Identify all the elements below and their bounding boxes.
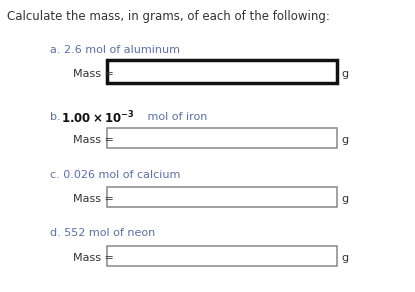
- Bar: [107, 187, 337, 207]
- Text: Mass =: Mass =: [73, 69, 113, 79]
- Text: Mass =: Mass =: [73, 194, 113, 204]
- Text: a. 2.6 mol of aluminum: a. 2.6 mol of aluminum: [50, 45, 180, 55]
- Text: $\mathbf{1.00 \times 10^{-3}}$: $\mathbf{1.00 \times 10^{-3}}$: [61, 110, 134, 127]
- Text: g: g: [341, 69, 348, 79]
- Text: g: g: [341, 253, 348, 263]
- Text: Mass =: Mass =: [73, 135, 113, 145]
- Text: g: g: [341, 194, 348, 204]
- Bar: [107, 128, 337, 148]
- Text: Calculate the mass, in grams, of each of the following:: Calculate the mass, in grams, of each of…: [7, 10, 330, 23]
- Text: b.: b.: [50, 112, 64, 121]
- Bar: [107, 246, 337, 266]
- Text: c. 0.026 mol of calcium: c. 0.026 mol of calcium: [50, 170, 180, 180]
- Text: d. 552 mol of neon: d. 552 mol of neon: [50, 228, 155, 238]
- Text: g: g: [341, 135, 348, 145]
- Bar: [107, 60, 337, 83]
- Text: Mass =: Mass =: [73, 253, 113, 263]
- Text: mol of iron: mol of iron: [144, 112, 207, 121]
